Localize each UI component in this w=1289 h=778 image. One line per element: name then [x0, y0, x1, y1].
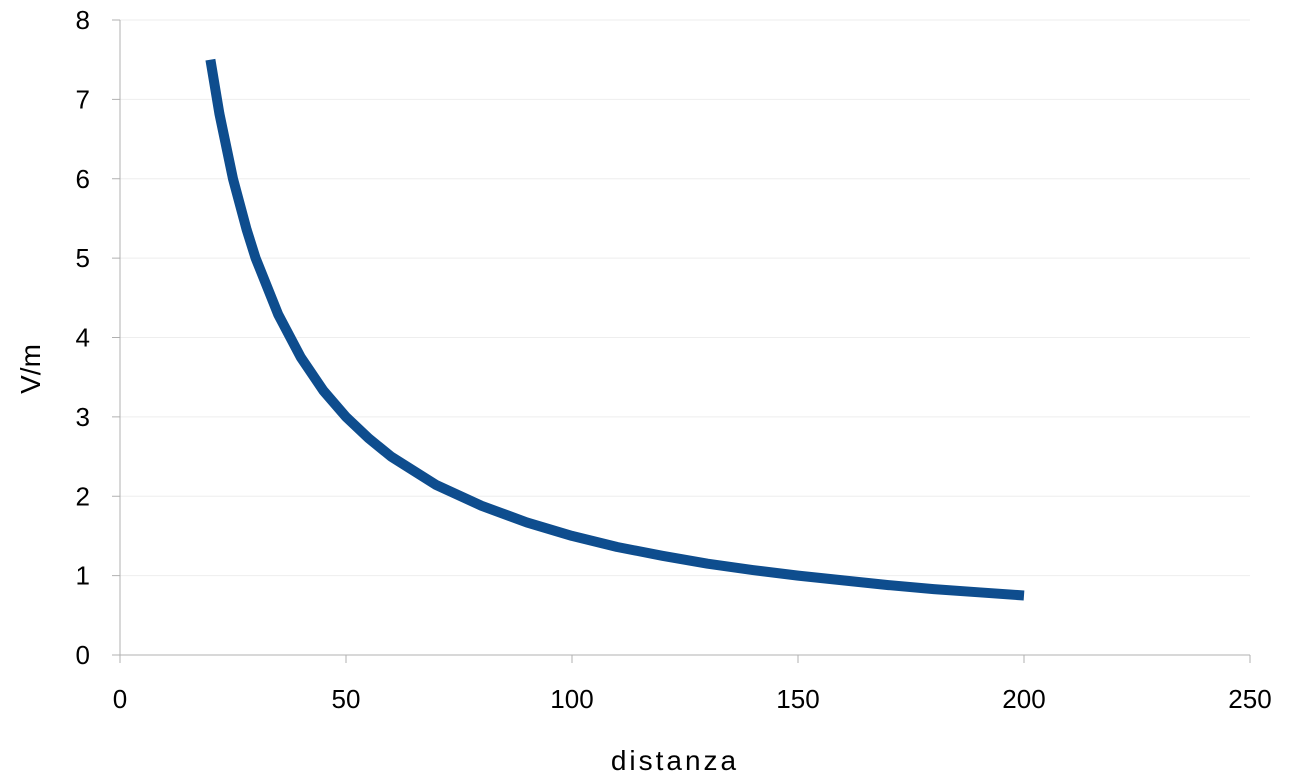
x-tick-label-3: 150 — [776, 684, 819, 714]
x-tick-label-0: 0 — [113, 684, 127, 714]
y-tick-label-7: 7 — [76, 84, 90, 114]
y-tick-label-6: 6 — [76, 164, 90, 194]
x-tick-label-5: 250 — [1228, 684, 1271, 714]
y-tick-label-4: 4 — [76, 323, 90, 353]
series-line-0 — [205, 58, 1025, 601]
x-tick-label-1: 50 — [332, 684, 361, 714]
tick-labels: 0 1 2 3 4 5 6 7 8 0 50 100 150 200 250 — [76, 5, 1272, 714]
y-tick-label-8: 8 — [76, 5, 90, 35]
x-tick-label-2: 100 — [550, 684, 593, 714]
y-tick-label-3: 3 — [76, 402, 90, 432]
plot-area — [205, 58, 1025, 601]
y-tick-label-5: 5 — [76, 243, 90, 273]
gridlines — [120, 19, 1250, 577]
y-tick-label-2: 2 — [76, 481, 90, 511]
x-tick-label-4: 200 — [1002, 684, 1045, 714]
y-tick-label-1: 1 — [76, 561, 90, 591]
y-axis-title: V/m — [15, 344, 46, 394]
axes — [112, 19, 1251, 663]
x-axis-title: distanza — [611, 745, 739, 776]
y-tick-label-0: 0 — [76, 640, 90, 670]
